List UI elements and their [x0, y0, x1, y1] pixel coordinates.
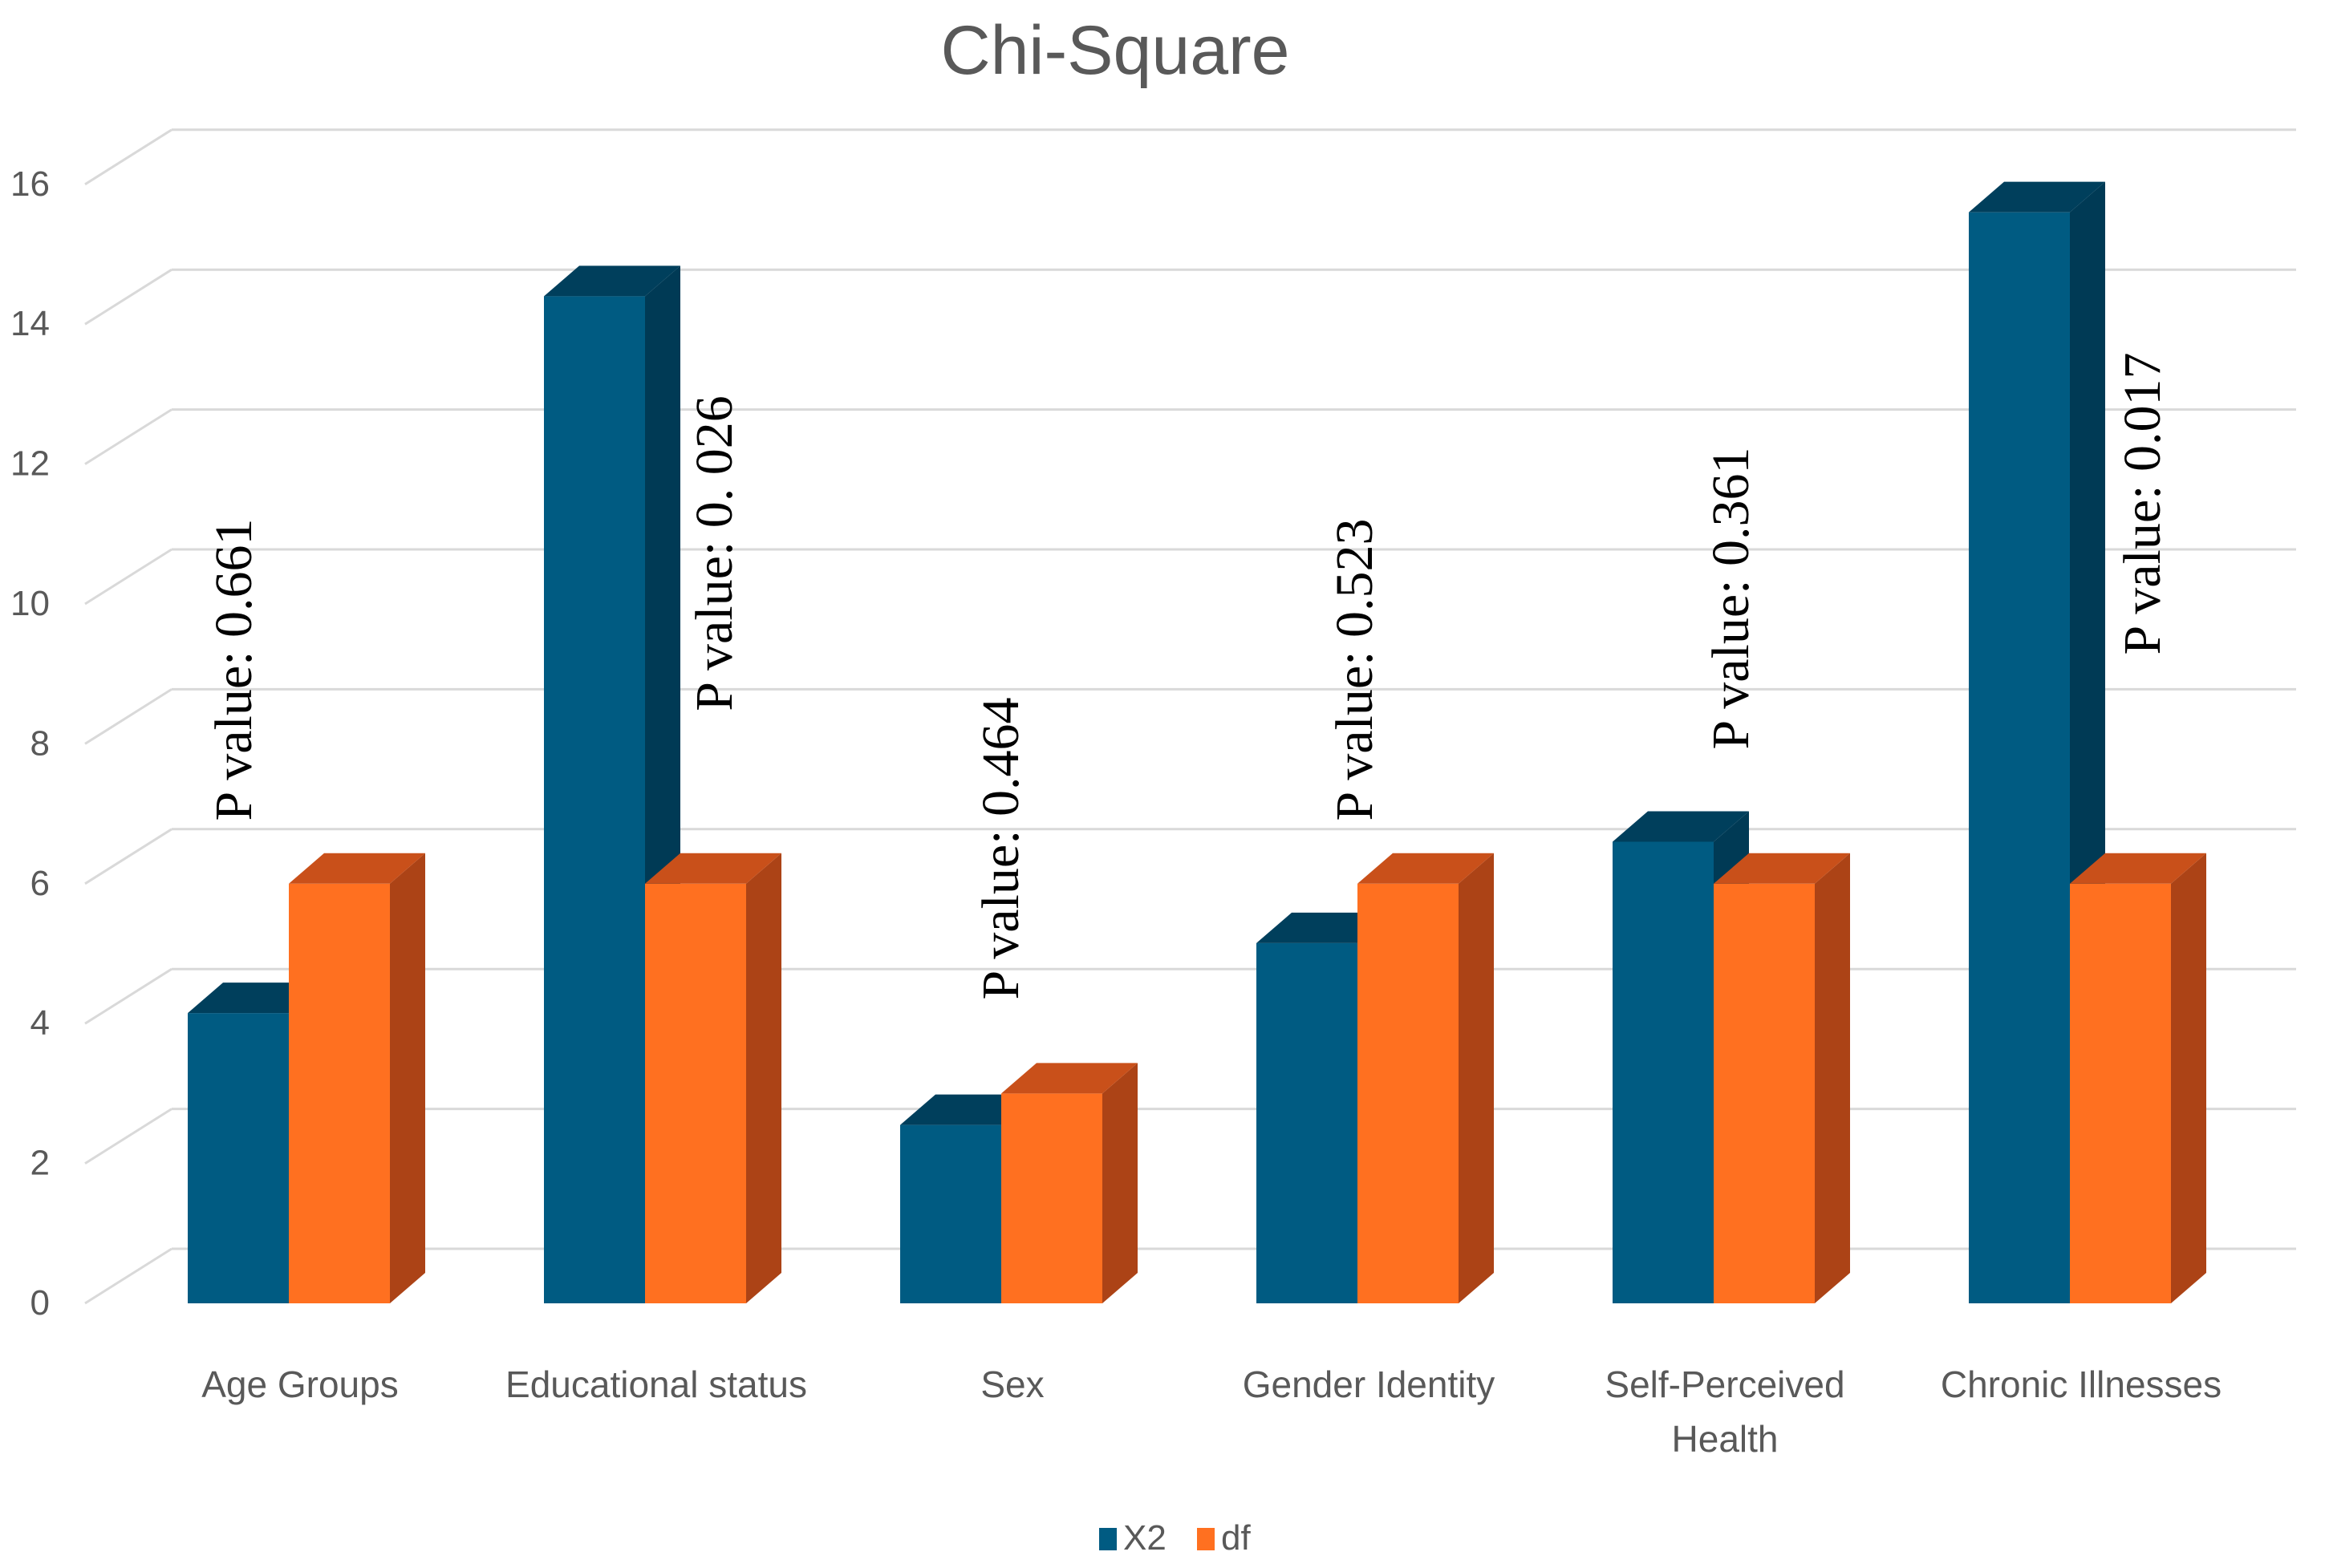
p-value-annotation: P value: 0.523: [1325, 518, 1384, 820]
x-category-label: Self-Perceived: [1605, 1363, 1844, 1405]
gridline-diagonal: [84, 128, 172, 186]
y-tick-label: 0: [30, 1283, 50, 1323]
bar-df-5: [2070, 853, 2206, 1303]
annotations: P value: 0.661 P value: 0. 026 P value: 0.…: [205, 352, 2172, 999]
legend-label: df: [1221, 1518, 1251, 1558]
bar-top: [289, 853, 425, 884]
p-value-annotation: P value: 0.017: [2113, 352, 2172, 654]
y-axis: 0 2 4 6 8 10 12 14 16: [10, 164, 50, 1323]
y-tick-label: 10: [10, 584, 50, 623]
bar-front: [544, 296, 645, 1303]
gridlines: [84, 128, 2296, 1305]
bar-side: [1459, 853, 1494, 1303]
gridline-diagonal: [84, 967, 172, 1025]
y-tick-label: 6: [30, 864, 50, 903]
bar-front: [1256, 942, 1357, 1303]
p-value-annotation: P value: 0.361: [1702, 447, 1760, 749]
p-value-annotation: P value: 0.661: [205, 518, 263, 820]
bar-df-2: [1001, 1063, 1138, 1303]
x-category-label: Health: [1672, 1418, 1779, 1460]
legend: X2 df: [1099, 1518, 1251, 1558]
legend-label: X2: [1123, 1518, 1167, 1558]
y-tick-label: 4: [30, 1003, 50, 1043]
y-tick-label: 14: [10, 304, 50, 343]
gridline-diagonal: [84, 1247, 172, 1305]
bar-df-4: [1714, 853, 1850, 1303]
bar-front: [1969, 212, 2070, 1304]
bar-df-0: [289, 853, 425, 1303]
p-value-annotation: P value: 0.464: [972, 697, 1030, 999]
legend-swatch: [1099, 1528, 1117, 1550]
x-category-label: Chronic Illnesses: [1941, 1363, 2222, 1405]
bar-front: [645, 883, 746, 1303]
bar-front: [289, 883, 390, 1303]
bar-top: [1357, 853, 1494, 884]
gridline-diagonal: [84, 1108, 172, 1165]
y-tick-label: 8: [30, 723, 50, 763]
bar-front: [900, 1124, 1001, 1303]
bar-front: [1714, 883, 1815, 1303]
bar-front: [1357, 883, 1459, 1303]
y-tick-label: 16: [10, 164, 50, 204]
bar-top: [544, 265, 680, 297]
bar-side: [2171, 853, 2206, 1303]
bar-top: [1001, 1063, 1138, 1094]
bar-front: [1613, 841, 1714, 1303]
chart-title: Chi-Square: [941, 12, 1290, 89]
gridline-diagonal: [84, 548, 172, 606]
bar-side: [1102, 1063, 1138, 1303]
gridline-diagonal: [84, 268, 172, 326]
bar-top: [1969, 181, 2105, 213]
x-axis: Age Groups Educational status Sex Gender Id…: [201, 1363, 2222, 1460]
bar-side: [390, 853, 425, 1303]
gridline-diagonal: [84, 828, 172, 885]
y-tick-label: 2: [30, 1144, 50, 1183]
bar-df-1: [645, 853, 781, 1303]
x-category-label: Sex: [980, 1363, 1044, 1405]
gridline-diagonal: [84, 408, 172, 465]
x-category-label: Age Groups: [201, 1363, 398, 1405]
bar-df-3: [1357, 853, 1494, 1303]
y-tick-label: 12: [10, 444, 50, 484]
bar-front: [188, 1013, 289, 1303]
bars: [188, 181, 2206, 1304]
gridline-diagonal: [84, 688, 172, 745]
x-category-label: Gender Identity: [1243, 1363, 1495, 1405]
x-category-label: Educational status: [505, 1363, 807, 1405]
bar-front: [2070, 883, 2171, 1303]
bar-top: [1714, 853, 1850, 884]
p-value-annotation: P value: 0. 026: [685, 395, 744, 711]
bar-front: [1001, 1093, 1102, 1303]
bar-top: [2070, 853, 2206, 884]
bar-top: [1613, 811, 1749, 842]
bar-side: [1815, 853, 1850, 1303]
bar-side: [746, 853, 781, 1303]
legend-swatch: [1197, 1528, 1215, 1550]
bar-top: [645, 853, 781, 884]
